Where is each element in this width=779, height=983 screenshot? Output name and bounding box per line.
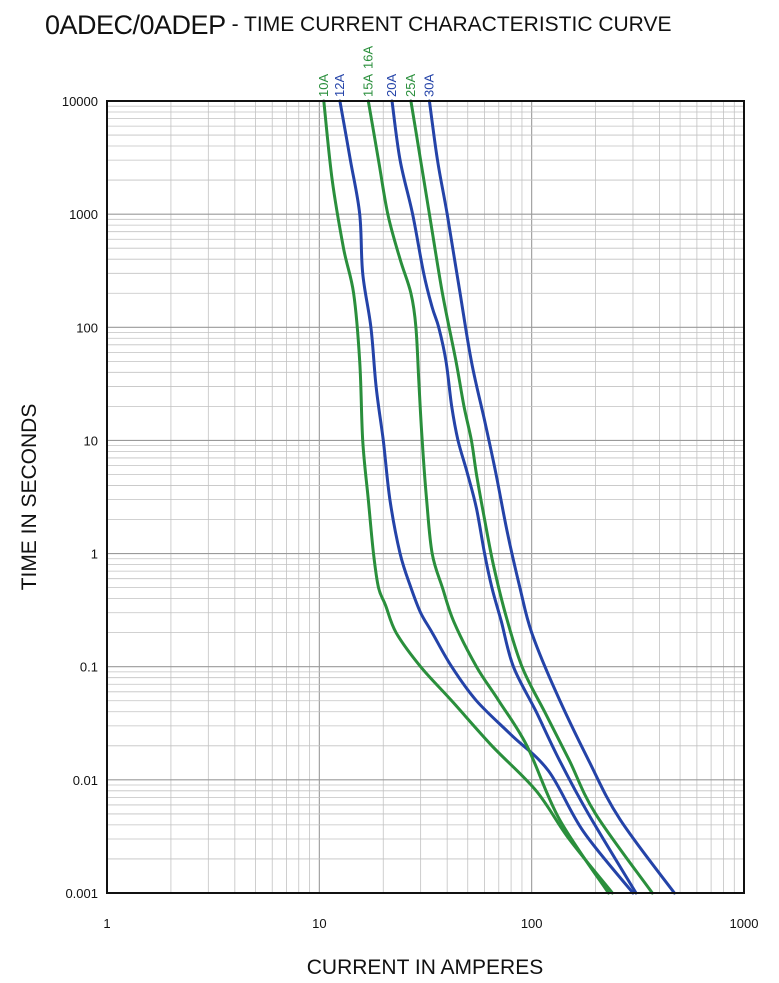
curves-layer (322, 99, 676, 895)
x-axis-label: CURRENT IN AMPERES (307, 956, 544, 979)
y-tick-label: 0.01 (73, 773, 98, 788)
y-tick-label: 0.1 (80, 660, 98, 675)
y-tick-label: 10 (84, 433, 98, 448)
x-tick-label: 1 (103, 916, 110, 931)
grid-layer (107, 101, 744, 893)
chart-title: 0ADEC/0ADEP (45, 10, 226, 40)
series-label-25a: 25A (403, 74, 418, 97)
curve-12a (338, 99, 635, 895)
y-tick-label: 1000 (69, 207, 98, 222)
curve-15a (366, 99, 610, 895)
curve-10a (322, 99, 614, 895)
curve-20a (390, 99, 638, 895)
y-axis-label: TIME IN SECONDS (18, 404, 41, 591)
curve-25a (409, 99, 654, 895)
series-label-15a: 15A (360, 74, 375, 97)
series-label-30a: 30A (421, 74, 436, 97)
x-tick-label: 100 (521, 916, 543, 931)
chart-subtitle: - TIME CURRENT CHARACTERISTIC CURVE (232, 13, 672, 36)
series-label-10a: 10A (316, 74, 331, 97)
y-tick-label: 1 (91, 547, 98, 562)
series-label-20a: 20A (384, 74, 399, 97)
tick-labels: 1 10 100 1000 0.001 0.01 0.1 1 10 100 1000 10000 (62, 94, 759, 931)
y-tick-label: 100 (76, 320, 98, 335)
curve-30a (427, 99, 676, 895)
y-tick-label: 10000 (62, 94, 98, 109)
series-labels: 10A 12A 15A 20A 25A 30A 16A (316, 46, 437, 97)
y-tick-label: 0.001 (65, 886, 98, 901)
plot-frame (106, 100, 745, 894)
series-label-12a: 12A (332, 74, 347, 97)
x-tick-label: 10 (312, 916, 326, 931)
x-tick-label: 1000 (730, 916, 759, 931)
series-label-16a: 16A (360, 46, 375, 69)
